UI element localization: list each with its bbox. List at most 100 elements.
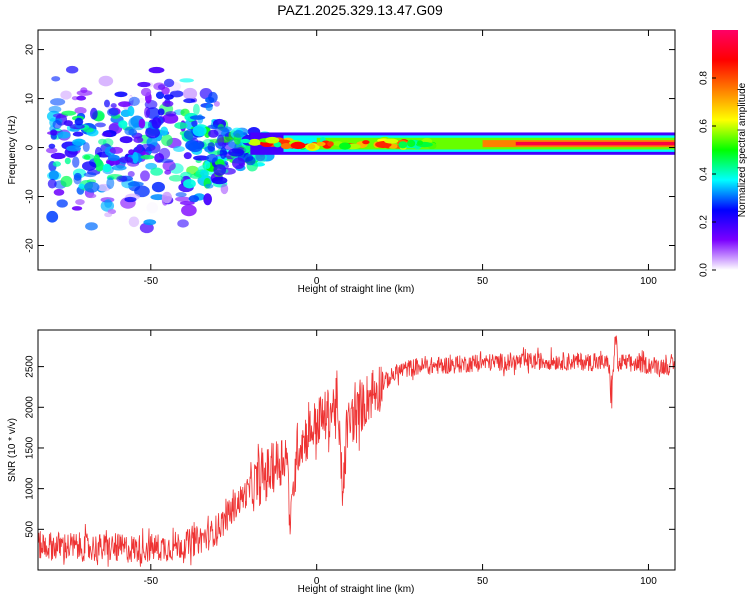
spectrogram-cell <box>219 147 227 160</box>
spectrogram-cell <box>48 170 60 181</box>
spectrogram-band-cell <box>316 141 326 147</box>
spectrogram-ticks: -50 0 50 100 -20 -10 0 10 20 <box>25 30 675 287</box>
spectrogram-cell <box>188 195 200 203</box>
spectrogram-cell <box>207 142 216 152</box>
spectrogram-cell <box>50 129 58 136</box>
spectrogram-cell <box>182 87 198 100</box>
spectrogram-cell <box>191 119 198 128</box>
snr-xtick-label: 0 <box>314 576 320 587</box>
spectrogram-cell <box>45 147 58 154</box>
spectrogram-cell <box>137 81 151 88</box>
spectrogram-cell <box>169 90 184 98</box>
spectrogram-cell <box>163 78 175 88</box>
spectrogram-cell <box>57 131 71 139</box>
spectrogram-xtick-label: 50 <box>477 276 489 287</box>
spectrogram-cell <box>192 125 207 137</box>
spectrogram-cell <box>119 156 133 164</box>
spectrogram-cell <box>150 194 166 201</box>
spectrogram-band <box>515 141 675 146</box>
spectrogram-cell <box>128 216 140 228</box>
spectrogram-cell <box>47 178 57 189</box>
spectrogram-cell <box>52 120 62 129</box>
spectrogram-cell <box>179 201 195 206</box>
spectrogram-cell <box>177 219 189 228</box>
spectrogram-cell <box>78 183 85 189</box>
snr-ytick-label: 2500 <box>25 355 36 378</box>
spectrogram-cell <box>206 153 218 163</box>
spectrogram-cell <box>132 151 139 164</box>
spectrogram-xtick-label: 100 <box>640 276 657 287</box>
spectrogram-cell <box>175 196 191 202</box>
spectrogram-cell <box>157 158 174 163</box>
spectrogram-band-cell <box>398 141 408 149</box>
spectrogram-cell <box>146 202 159 214</box>
spectrogram-cell <box>183 178 196 189</box>
spectrogram-cell <box>50 152 66 160</box>
spectrogram-cell <box>245 156 256 166</box>
spectrogram-cell <box>148 66 165 74</box>
spectrogram-ytick-label: -10 <box>25 189 36 204</box>
spectrogram-band-cell <box>327 141 334 147</box>
spectrogram-cell <box>107 108 119 117</box>
spectrogram-cell <box>128 117 139 129</box>
snr-xtick-label: 100 <box>640 576 657 587</box>
spectrogram-cell <box>217 134 225 147</box>
snr-ytick-label: 1000 <box>25 477 36 500</box>
spectrogram-cell <box>53 188 65 196</box>
snr-ticks: -50 0 50 100 500 1000 1500 2000 2500 <box>25 330 675 587</box>
spectrogram-band-cell <box>307 143 316 150</box>
spectrogram-cell <box>205 183 214 189</box>
spectrogram-cell <box>90 107 98 120</box>
spectrogram-cell <box>72 156 80 168</box>
spectrogram-cell <box>175 192 187 198</box>
spectrogram-xtick-label: -50 <box>144 276 159 287</box>
spectrogram-cell <box>127 181 144 187</box>
spectrogram-cell <box>192 103 200 116</box>
spectrogram-cell <box>211 176 228 185</box>
spectrogram-cell <box>136 144 143 153</box>
snr-ylabel: SNR (10 * v/v) <box>7 418 18 482</box>
spectrogram-cell <box>185 139 200 151</box>
colorbar-gradient <box>712 30 738 270</box>
spectrogram-cell <box>203 193 212 206</box>
spectrogram-cell <box>72 138 86 146</box>
spectrogram-cell <box>150 167 163 176</box>
spectrogram-cell <box>140 87 152 97</box>
spectrogram-cell <box>140 154 155 160</box>
colorbar-ticks: 0.0 0.2 0.4 0.6 0.8 <box>699 71 716 277</box>
snr-xtick-label: -50 <box>144 576 159 587</box>
spectrogram-cell <box>151 181 165 193</box>
spectrogram-cell <box>162 113 179 124</box>
spectrogram-cell <box>232 157 246 170</box>
spectrogram-cell <box>133 136 144 143</box>
spectrogram-band-cell <box>265 136 280 144</box>
spectrogram-cell <box>213 100 220 107</box>
spectrogram-cell <box>103 99 110 108</box>
spectrogram-cell <box>157 108 165 116</box>
spectrogram-cell <box>128 149 135 155</box>
spectrogram-cell <box>118 101 131 108</box>
spectrogram-cell <box>74 117 84 126</box>
spectrogram-cell <box>144 106 151 119</box>
spectrogram-cell <box>160 126 169 136</box>
spectrogram-cell <box>101 132 112 137</box>
spectrogram-cell <box>208 129 219 138</box>
colorbar-tick-label: 0.4 <box>699 167 710 181</box>
spectrogram-cell <box>228 148 245 157</box>
spectrogram-cell <box>94 122 106 128</box>
spectrogram-cell <box>75 199 85 205</box>
figure-title: PAZ1.2025.329.13.47.G09 <box>277 2 443 18</box>
spectrogram-cell <box>119 136 133 144</box>
spectrogram-cell <box>168 174 184 182</box>
spectrogram-cell <box>60 175 73 188</box>
spectrogram-band-cell <box>407 139 416 148</box>
spectrogram-cell <box>140 170 150 182</box>
spectrogram-cell <box>64 157 71 165</box>
spectrogram-band-cell <box>339 142 351 150</box>
spectrogram-cell <box>48 143 56 149</box>
spectrogram-cell <box>138 118 146 129</box>
spectrogram-cell <box>143 219 157 226</box>
colorbar-tick-label: 0.6 <box>699 119 710 133</box>
spectrogram-cell <box>66 145 82 152</box>
